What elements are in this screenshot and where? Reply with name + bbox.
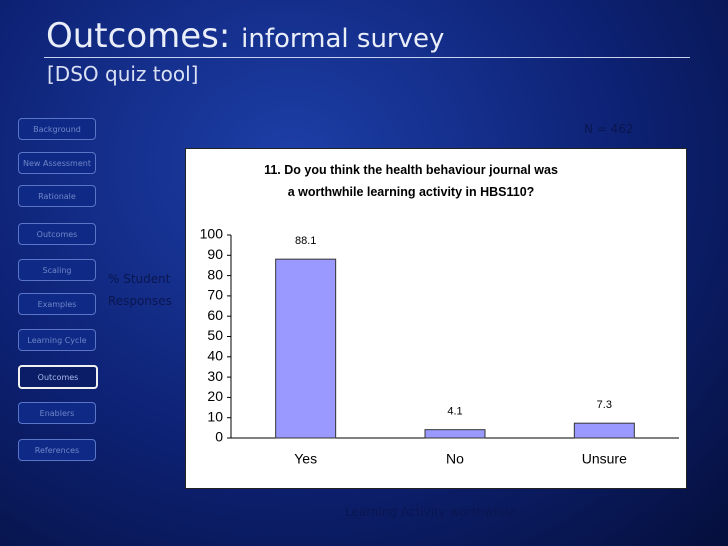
nav-button[interactable]: Enablers	[18, 402, 96, 424]
chart-box: 0 10 20 30 40 50 60 70 80 90 100 Yes 88.1 No 4.1 Unsure…	[185, 148, 687, 489]
nav-button[interactable]: Scaling	[18, 259, 96, 281]
y-tick-label: 50	[207, 327, 223, 343]
nav-button[interactable]: New Assessment	[18, 152, 96, 174]
value-label: 4.1	[447, 406, 462, 418]
y-tick-label: 10	[207, 408, 223, 424]
y-tick-label: 30	[207, 368, 223, 384]
x-tick-label: Yes	[294, 451, 317, 467]
subtitle: [DSO quiz tool]	[47, 62, 199, 86]
x-tick-label: No	[446, 451, 464, 467]
title-rule	[44, 57, 690, 58]
title-rest: informal survey	[241, 24, 445, 54]
sample-size: N = 462	[584, 122, 634, 136]
bar	[573, 422, 635, 439]
value-label: 7.3	[597, 399, 612, 411]
y-tick-label: 20	[207, 388, 223, 404]
nav-button[interactable]: Learning Cycle	[18, 329, 96, 351]
y-tick-label: 100	[200, 226, 224, 242]
y-tick-label: 0	[215, 429, 223, 445]
title-lead: Outcomes:	[46, 16, 231, 56]
chart-title: 11. Do you think the health behaviour jo…	[264, 163, 558, 199]
bar	[424, 429, 486, 439]
y-tick-label: 60	[207, 307, 223, 323]
nav-button[interactable]: References	[18, 439, 96, 461]
y-tick-label: 40	[207, 348, 223, 364]
y-tick-label: 90	[207, 246, 223, 262]
y-tick-label: 80	[207, 266, 223, 282]
nav-button[interactable]: Rationale	[18, 185, 96, 207]
nav-button[interactable]: Outcomes	[18, 223, 96, 245]
nav-button[interactable]: Background	[18, 118, 96, 140]
nav-button[interactable]: Outcomes	[18, 365, 98, 389]
chart: 0 10 20 30 40 50 60 70 80 90 100 Yes 88.1 No 4.1 Unsure…	[200, 226, 679, 467]
y-axis-label: % Student Responses	[108, 272, 172, 308]
nav-button[interactable]: Examples	[18, 293, 96, 315]
slide-title: Outcomes: informal survey	[46, 16, 444, 56]
x-tick-label: Unsure	[582, 451, 627, 467]
value-label: 88.1	[295, 235, 316, 247]
y-tick-label: 70	[207, 287, 223, 303]
x-axis-label: Learning Activity worthwhile	[345, 505, 516, 519]
bar	[275, 258, 337, 439]
